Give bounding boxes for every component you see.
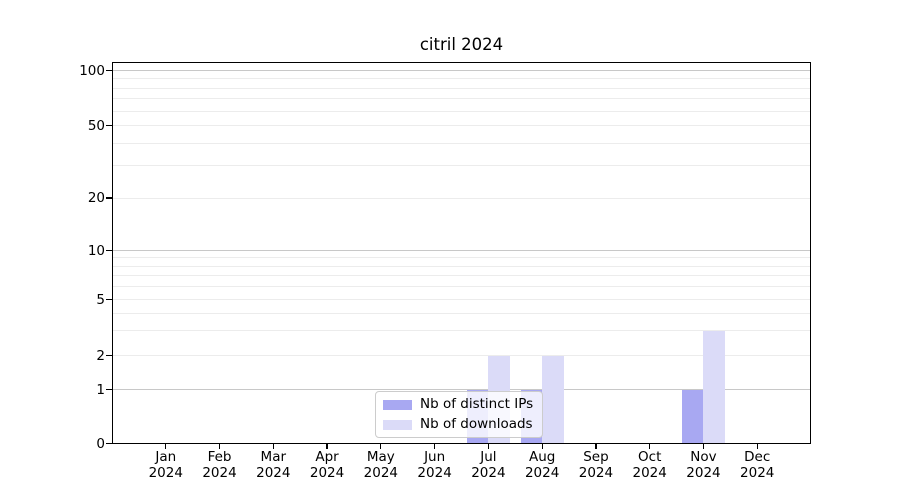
x-tick-mark — [165, 444, 167, 449]
major-gridline — [112, 389, 811, 390]
legend-swatch-icon — [383, 399, 412, 410]
x-tick-month: Mar — [260, 449, 287, 465]
x-tick-month: Jan — [155, 449, 177, 465]
x-tick-year: 2024 — [686, 464, 721, 481]
y-tick-label: 50 — [87, 117, 105, 134]
y-tick-mark — [106, 298, 112, 301]
y-tick-label: 1 — [96, 381, 105, 398]
x-tick-label: Oct 2024 — [618, 449, 682, 481]
x-tick-year: 2024 — [417, 464, 452, 481]
x-tick-year: 2024 — [740, 464, 775, 481]
x-tick-mark — [756, 444, 758, 449]
minor-gridline — [112, 265, 811, 267]
legend-item: Nb of distinct IPs — [383, 396, 542, 412]
y-tick-label: 10 — [87, 242, 105, 259]
x-tick-year: 2024 — [309, 464, 345, 481]
y-tick-label: 2 — [96, 347, 105, 364]
major-gridline — [112, 70, 811, 71]
minor-gridline — [112, 299, 811, 300]
minor-gridline — [112, 286, 811, 288]
minor-gridline — [112, 312, 811, 314]
x-tick-month: Nov — [690, 449, 717, 465]
x-tick-year: 2024 — [363, 464, 399, 481]
x-tick-month: Jun — [424, 449, 446, 465]
minor-gridline — [112, 142, 811, 144]
x-tick-month: Oct — [638, 449, 662, 465]
x-tick-year: 2024 — [632, 464, 667, 481]
x-tick-label: Nov 2024 — [671, 449, 735, 481]
legend-label: Nb of downloads — [420, 416, 533, 432]
x-tick-label: Feb 2024 — [188, 449, 252, 481]
x-tick-mark — [595, 444, 597, 449]
legend: Nb of distinct IPs Nb of downloads — [375, 391, 543, 438]
x-tick-month: Feb — [207, 449, 232, 465]
legend-item: Nb of downloads — [383, 416, 542, 432]
x-tick-year: 2024 — [148, 464, 183, 481]
legend-label: Nb of distinct IPs — [420, 396, 534, 412]
x-tick-mark — [541, 444, 543, 449]
x-tick-month: Jul — [480, 449, 497, 465]
x-tick-month: Dec — [744, 449, 771, 465]
x-tick-label: Mar 2024 — [241, 449, 305, 481]
x-tick-mark — [434, 444, 436, 449]
major-gridline — [112, 250, 811, 251]
y-tick-label: 0 — [96, 435, 105, 452]
minor-gridline — [112, 125, 811, 126]
minor-gridline — [112, 78, 811, 80]
bar-downloads — [703, 330, 725, 444]
minor-gridline — [112, 87, 811, 89]
y-tick-mark — [106, 442, 112, 445]
x-tick-label: Aug 2024 — [510, 449, 574, 481]
y-tick-mark — [106, 124, 112, 127]
plot-area — [112, 62, 811, 444]
y-tick-label: 100 — [79, 62, 105, 79]
x-tick-label: Apr 2024 — [295, 449, 359, 481]
x-tick-mark — [326, 444, 328, 449]
minor-gridline — [112, 257, 811, 259]
x-tick-mark — [702, 444, 705, 449]
x-tick-year: 2024 — [256, 464, 291, 481]
x-tick-month: Sep — [583, 449, 609, 465]
minor-gridline — [112, 98, 811, 100]
x-tick-mark — [218, 444, 221, 449]
legend-swatch-icon — [383, 419, 412, 430]
x-tick-mark — [487, 444, 489, 449]
x-tick-year: 2024 — [202, 464, 237, 481]
y-tick-mark — [106, 354, 112, 357]
minor-gridline — [112, 355, 811, 356]
x-tick-month: Aug — [528, 449, 556, 465]
x-tick-label: Dec 2024 — [725, 449, 789, 481]
x-tick-label: Jan 2024 — [134, 449, 198, 481]
x-tick-month: Apr — [315, 449, 339, 465]
x-tick-mark — [380, 444, 382, 449]
minor-gridline — [112, 110, 811, 112]
x-tick-label: Jun 2024 — [403, 449, 467, 481]
minor-gridline — [112, 165, 811, 167]
y-tick-label: 5 — [96, 291, 105, 308]
y-tick-label: 20 — [87, 190, 105, 206]
bar-distinct-ips — [681, 389, 704, 444]
y-tick-mark — [106, 388, 112, 391]
y-tick-mark — [106, 249, 112, 252]
x-tick-mark — [649, 444, 651, 449]
x-tick-mark — [272, 444, 274, 449]
x-tick-year: 2024 — [471, 464, 506, 481]
x-tick-label: Jul 2024 — [456, 449, 520, 481]
y-tick-mark — [106, 197, 112, 199]
chart-title: citril 2024 — [419, 35, 504, 54]
x-tick-label: Sep 2024 — [564, 449, 628, 481]
x-tick-year: 2024 — [578, 464, 614, 481]
x-tick-label: May 2024 — [349, 449, 413, 481]
minor-gridline — [112, 197, 811, 199]
x-tick-year: 2024 — [524, 464, 560, 481]
minor-gridline — [112, 275, 811, 277]
x-tick-month: May — [366, 449, 395, 465]
y-tick-mark — [106, 69, 112, 72]
minor-gridline — [112, 330, 811, 332]
bar-downloads — [542, 355, 564, 444]
